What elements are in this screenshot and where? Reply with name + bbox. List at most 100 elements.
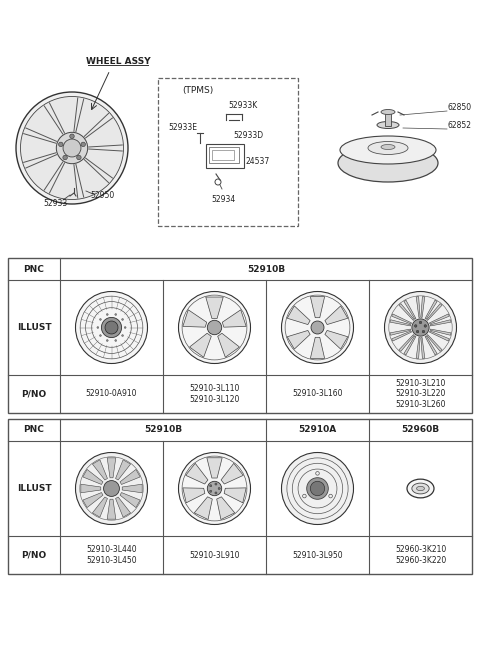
Polygon shape — [190, 333, 211, 357]
Circle shape — [218, 487, 220, 489]
Polygon shape — [399, 303, 414, 320]
Circle shape — [81, 142, 85, 147]
Bar — [206, 144, 244, 168]
Polygon shape — [390, 320, 411, 326]
Polygon shape — [421, 297, 425, 318]
Text: 52950: 52950 — [90, 191, 114, 200]
Text: 52910B: 52910B — [144, 426, 182, 434]
Circle shape — [422, 330, 425, 333]
Polygon shape — [216, 496, 235, 519]
Circle shape — [215, 492, 217, 494]
Ellipse shape — [381, 145, 395, 149]
Text: 52933: 52933 — [43, 198, 67, 208]
Polygon shape — [222, 310, 246, 328]
Bar — [8, 419, 472, 574]
Circle shape — [281, 453, 353, 525]
Polygon shape — [93, 460, 108, 480]
Polygon shape — [325, 330, 348, 349]
Bar — [212, 150, 234, 160]
Circle shape — [412, 319, 429, 336]
Circle shape — [63, 155, 67, 160]
Polygon shape — [427, 303, 442, 320]
Text: 52910-0A910: 52910-0A910 — [86, 390, 137, 398]
Polygon shape — [425, 336, 437, 355]
Text: PNC: PNC — [24, 426, 45, 434]
Polygon shape — [430, 329, 451, 335]
Polygon shape — [430, 331, 449, 341]
Circle shape — [77, 155, 81, 160]
Circle shape — [210, 490, 212, 493]
Text: P/NO: P/NO — [22, 390, 47, 398]
Text: 52910-3L910: 52910-3L910 — [189, 550, 240, 559]
Circle shape — [121, 318, 123, 320]
Ellipse shape — [377, 121, 399, 128]
Circle shape — [104, 481, 120, 496]
Circle shape — [419, 321, 422, 324]
Polygon shape — [416, 337, 420, 358]
Circle shape — [115, 314, 117, 316]
Polygon shape — [183, 310, 207, 328]
Circle shape — [70, 134, 74, 138]
Polygon shape — [421, 337, 425, 358]
Text: 52910B: 52910B — [247, 265, 285, 274]
Polygon shape — [287, 330, 310, 349]
Ellipse shape — [338, 144, 438, 182]
Polygon shape — [311, 297, 324, 318]
Polygon shape — [120, 493, 140, 508]
Polygon shape — [122, 484, 142, 493]
Circle shape — [179, 453, 251, 525]
Text: 52910-3L210
52910-3L220
52910-3L260: 52910-3L210 52910-3L220 52910-3L260 — [395, 379, 446, 409]
Text: ILLUST: ILLUST — [17, 484, 51, 493]
Ellipse shape — [340, 136, 436, 164]
Polygon shape — [107, 499, 116, 519]
Circle shape — [63, 139, 81, 157]
Circle shape — [179, 291, 251, 364]
Circle shape — [121, 335, 123, 337]
Polygon shape — [116, 460, 131, 480]
Polygon shape — [425, 300, 437, 319]
Ellipse shape — [381, 109, 395, 115]
Text: 62852: 62852 — [448, 121, 472, 130]
Ellipse shape — [417, 487, 424, 491]
Polygon shape — [116, 497, 131, 517]
Text: 52910A: 52910A — [299, 426, 336, 434]
Text: 52960-3K210
52960-3K220: 52960-3K210 52960-3K220 — [395, 546, 446, 565]
Circle shape — [56, 132, 88, 164]
Circle shape — [124, 327, 126, 328]
Bar — [8, 258, 472, 413]
Text: 52910-3L950: 52910-3L950 — [292, 550, 343, 559]
Polygon shape — [392, 314, 411, 324]
Polygon shape — [416, 297, 420, 318]
Text: P/NO: P/NO — [22, 550, 47, 559]
Text: 52933K: 52933K — [228, 102, 258, 111]
Polygon shape — [430, 320, 451, 326]
Circle shape — [416, 330, 419, 333]
Ellipse shape — [407, 479, 434, 498]
Circle shape — [215, 483, 217, 485]
Circle shape — [115, 339, 117, 341]
Circle shape — [311, 321, 324, 334]
Polygon shape — [218, 333, 240, 357]
Polygon shape — [83, 470, 103, 485]
Polygon shape — [390, 329, 411, 335]
Polygon shape — [287, 306, 310, 325]
Circle shape — [307, 477, 328, 499]
Circle shape — [424, 325, 427, 328]
Polygon shape — [93, 497, 108, 517]
Text: 52910-3L110
52910-3L120: 52910-3L110 52910-3L120 — [189, 384, 240, 403]
Circle shape — [414, 325, 417, 328]
Polygon shape — [183, 488, 205, 503]
Text: 52910-3L160: 52910-3L160 — [292, 390, 343, 398]
Polygon shape — [207, 458, 222, 478]
Polygon shape — [404, 336, 416, 355]
Bar — [158, 78, 298, 226]
Circle shape — [281, 291, 353, 364]
Text: PNC: PNC — [24, 265, 45, 274]
Polygon shape — [430, 314, 449, 324]
Text: 52934: 52934 — [211, 195, 235, 204]
Polygon shape — [404, 300, 416, 319]
Circle shape — [107, 314, 108, 316]
Polygon shape — [186, 463, 208, 484]
Text: (TPMS): (TPMS) — [182, 86, 214, 96]
Circle shape — [101, 318, 121, 337]
